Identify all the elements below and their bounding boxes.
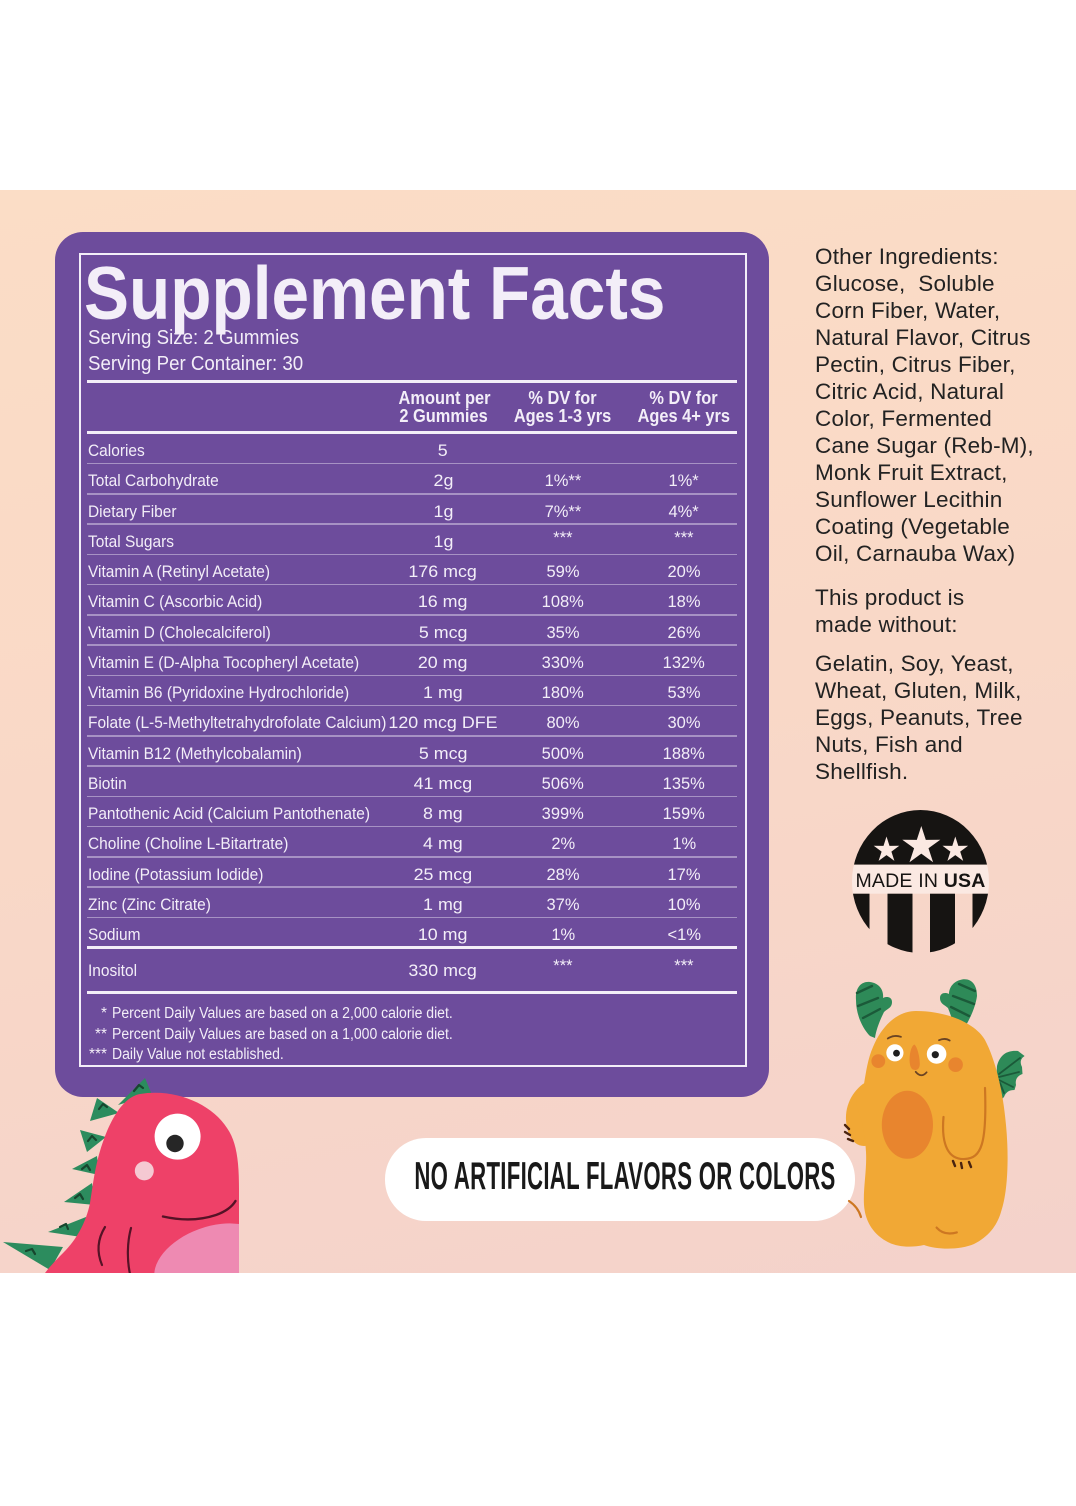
svg-text:MADE IN USA: MADE IN USA [855,870,985,892]
